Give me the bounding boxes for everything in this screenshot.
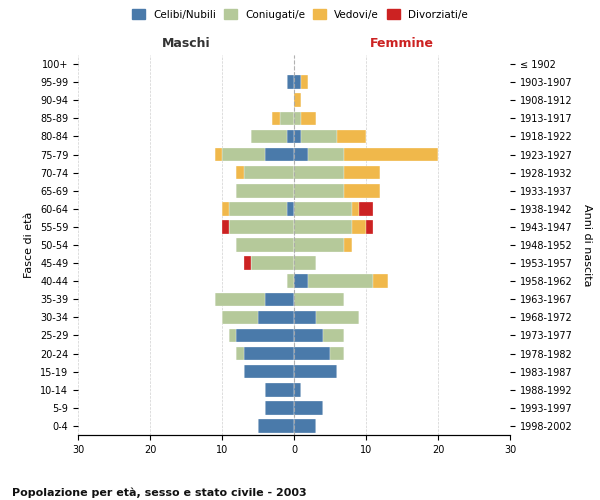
Y-axis label: Anni di nascita: Anni di nascita	[582, 204, 592, 286]
Bar	[330, 347, 344, 360]
Bar	[229, 328, 236, 342]
Bar	[294, 94, 301, 107]
Bar	[287, 202, 294, 215]
Bar	[251, 256, 294, 270]
Bar	[301, 130, 337, 143]
Bar	[215, 148, 222, 162]
Bar	[222, 202, 229, 215]
Bar	[294, 184, 344, 198]
Bar	[308, 148, 344, 162]
Bar	[244, 347, 294, 360]
Bar	[222, 148, 265, 162]
Bar	[373, 274, 388, 288]
Bar	[236, 166, 244, 179]
Bar	[294, 347, 330, 360]
Bar	[337, 130, 366, 143]
Bar	[301, 112, 316, 125]
Bar	[294, 220, 352, 234]
Bar	[244, 365, 294, 378]
Bar	[251, 130, 287, 143]
Bar	[244, 256, 251, 270]
Bar	[294, 274, 308, 288]
Bar	[236, 184, 294, 198]
Bar	[258, 419, 294, 432]
Bar	[265, 401, 294, 414]
Bar	[280, 112, 294, 125]
Bar	[236, 238, 294, 252]
Bar	[244, 166, 294, 179]
Bar	[215, 292, 265, 306]
Bar	[229, 220, 294, 234]
Bar	[229, 202, 287, 215]
Bar	[344, 148, 438, 162]
Bar	[352, 202, 359, 215]
Bar	[287, 130, 294, 143]
Bar	[287, 274, 294, 288]
Bar	[294, 328, 323, 342]
Bar	[301, 76, 308, 89]
Bar	[265, 292, 294, 306]
Bar	[294, 310, 316, 324]
Bar	[344, 184, 380, 198]
Text: Popolazione per età, sesso e stato civile - 2003: Popolazione per età, sesso e stato civil…	[12, 487, 307, 498]
Bar	[316, 310, 359, 324]
Text: Maschi: Maschi	[161, 36, 211, 50]
Bar	[265, 148, 294, 162]
Bar	[294, 401, 323, 414]
Bar	[352, 220, 366, 234]
Bar	[258, 310, 294, 324]
Bar	[222, 310, 258, 324]
Bar	[344, 238, 352, 252]
Bar	[294, 238, 344, 252]
Bar	[265, 383, 294, 396]
Bar	[294, 292, 344, 306]
Bar	[294, 76, 301, 89]
Bar	[294, 383, 301, 396]
Bar	[294, 148, 308, 162]
Bar	[294, 256, 316, 270]
Bar	[294, 365, 337, 378]
Bar	[323, 328, 344, 342]
Bar	[272, 112, 280, 125]
Legend: Celibi/Nubili, Coniugati/e, Vedovi/e, Divorziati/e: Celibi/Nubili, Coniugati/e, Vedovi/e, Di…	[128, 5, 472, 24]
Text: Femmine: Femmine	[370, 36, 434, 50]
Bar	[287, 76, 294, 89]
Bar	[222, 220, 229, 234]
Bar	[344, 166, 380, 179]
Bar	[294, 202, 352, 215]
Bar	[366, 220, 373, 234]
Bar	[294, 112, 301, 125]
Bar	[236, 328, 294, 342]
Bar	[294, 166, 344, 179]
Bar	[308, 274, 373, 288]
Bar	[294, 130, 301, 143]
Bar	[359, 202, 373, 215]
Bar	[294, 419, 316, 432]
Bar	[236, 347, 244, 360]
Y-axis label: Fasce di età: Fasce di età	[25, 212, 34, 278]
